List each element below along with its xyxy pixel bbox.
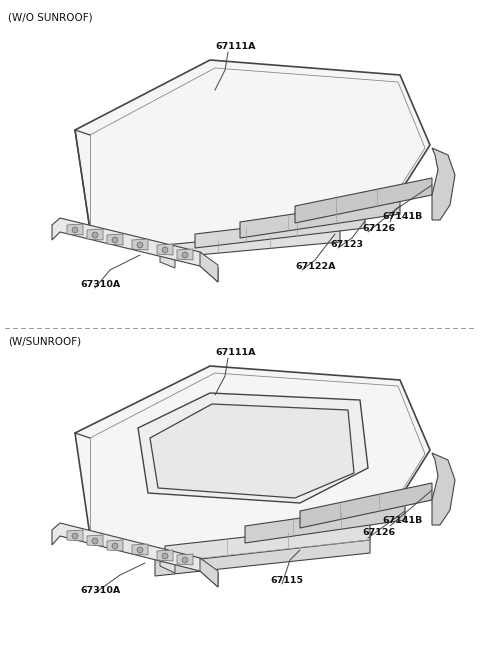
Polygon shape bbox=[107, 234, 123, 245]
Polygon shape bbox=[200, 252, 218, 282]
Polygon shape bbox=[150, 404, 354, 498]
Circle shape bbox=[137, 242, 143, 248]
Polygon shape bbox=[132, 544, 148, 555]
Polygon shape bbox=[107, 540, 123, 551]
Polygon shape bbox=[157, 550, 173, 561]
Circle shape bbox=[162, 247, 168, 253]
Polygon shape bbox=[432, 453, 455, 525]
Text: 67141B: 67141B bbox=[382, 212, 422, 221]
Text: 67310A: 67310A bbox=[80, 586, 120, 595]
Text: 67111A: 67111A bbox=[215, 42, 255, 51]
Circle shape bbox=[112, 543, 118, 549]
Text: (W/SUNROOF): (W/SUNROOF) bbox=[8, 337, 81, 347]
Polygon shape bbox=[87, 229, 103, 240]
Circle shape bbox=[112, 237, 118, 243]
Polygon shape bbox=[300, 483, 432, 528]
Polygon shape bbox=[87, 535, 103, 546]
Polygon shape bbox=[165, 228, 340, 258]
Polygon shape bbox=[295, 178, 432, 223]
Polygon shape bbox=[132, 239, 148, 250]
Circle shape bbox=[182, 557, 188, 563]
Circle shape bbox=[72, 533, 78, 539]
Polygon shape bbox=[245, 503, 405, 543]
Text: 67122A: 67122A bbox=[295, 262, 336, 271]
Text: 67111A: 67111A bbox=[215, 348, 255, 357]
Text: 67126: 67126 bbox=[362, 528, 395, 537]
Text: 67141B: 67141B bbox=[382, 516, 422, 525]
Circle shape bbox=[182, 252, 188, 258]
Polygon shape bbox=[52, 523, 218, 587]
Polygon shape bbox=[75, 60, 430, 255]
Polygon shape bbox=[160, 550, 175, 573]
Polygon shape bbox=[52, 218, 218, 282]
Polygon shape bbox=[432, 148, 455, 220]
Polygon shape bbox=[165, 523, 370, 563]
Text: 67123: 67123 bbox=[330, 240, 363, 249]
Text: 67126: 67126 bbox=[362, 224, 395, 233]
Polygon shape bbox=[195, 214, 365, 248]
Polygon shape bbox=[67, 224, 83, 235]
Circle shape bbox=[72, 227, 78, 233]
Polygon shape bbox=[67, 530, 83, 541]
Polygon shape bbox=[75, 366, 430, 560]
Circle shape bbox=[162, 553, 168, 559]
Polygon shape bbox=[177, 249, 193, 260]
Polygon shape bbox=[160, 245, 175, 268]
Polygon shape bbox=[200, 558, 218, 587]
Text: (W/O SUNROOF): (W/O SUNROOF) bbox=[8, 12, 93, 22]
Polygon shape bbox=[157, 244, 173, 255]
Text: 67115: 67115 bbox=[270, 576, 303, 585]
Circle shape bbox=[92, 538, 98, 544]
Polygon shape bbox=[138, 393, 368, 503]
Polygon shape bbox=[155, 533, 370, 576]
Text: 67310A: 67310A bbox=[80, 280, 120, 289]
Circle shape bbox=[137, 547, 143, 553]
Circle shape bbox=[92, 232, 98, 238]
Polygon shape bbox=[177, 554, 193, 565]
Polygon shape bbox=[240, 198, 400, 238]
